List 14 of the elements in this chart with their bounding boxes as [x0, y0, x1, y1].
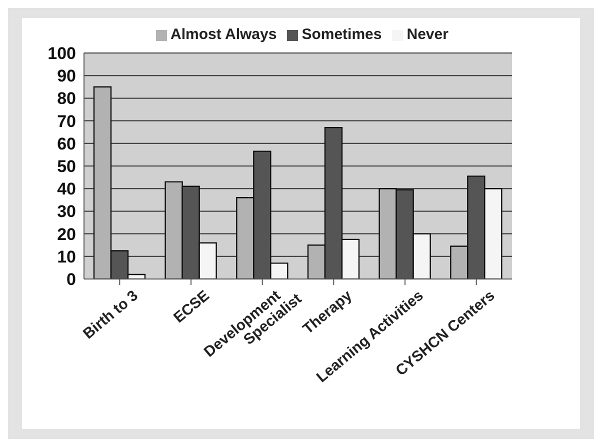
legend-label: Almost Always [170, 26, 277, 43]
y-tick-label: 40 [57, 180, 76, 199]
y-tick-label: 80 [57, 89, 76, 108]
y-tick-label: 60 [57, 134, 76, 154]
y-tick-label: 70 [57, 112, 76, 131]
legend-label: Sometimes [302, 26, 382, 43]
y-tick-label: 0 [66, 270, 76, 290]
y-tick-label: 10 [57, 247, 76, 266]
y-tick-label: 100 [48, 44, 76, 64]
legend-label: Never [406, 26, 448, 43]
y-tick-label: 30 [57, 202, 76, 222]
y-tick-label: 50 [57, 157, 76, 176]
y-tick-label: 20 [57, 224, 76, 244]
y-tick-label: 90 [57, 66, 76, 86]
